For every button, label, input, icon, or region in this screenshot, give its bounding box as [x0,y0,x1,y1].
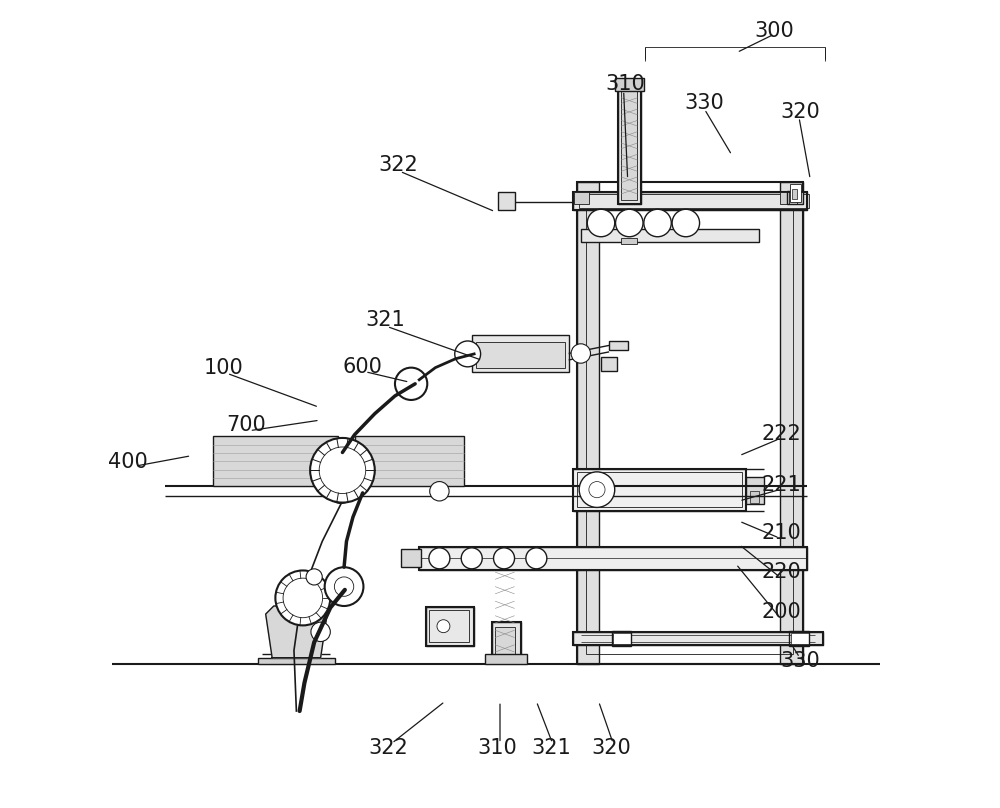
Circle shape [494,548,515,569]
Text: 321: 321 [531,739,571,758]
Circle shape [306,569,322,585]
Bar [573,192,807,210]
Bar [495,627,515,657]
Circle shape [283,579,323,617]
Text: 330: 330 [685,94,724,113]
Bar [355,436,464,486]
Text: 322: 322 [369,739,408,758]
Bar [419,547,807,570]
Bar [401,549,421,567]
Text: 320: 320 [781,102,820,121]
Bar [601,357,617,372]
Text: 300: 300 [755,21,795,40]
Text: 700: 700 [226,415,266,435]
Text: 200: 200 [761,603,801,622]
Bar [750,491,759,503]
Circle shape [526,548,547,569]
Text: 322: 322 [378,155,418,175]
Bar [609,340,628,351]
Circle shape [334,577,354,596]
Bar [573,632,823,645]
Bar [492,622,521,660]
Circle shape [672,209,700,237]
Circle shape [329,479,353,503]
Text: 100: 100 [204,358,244,377]
Text: 320: 320 [592,739,631,758]
Bar [780,182,803,664]
Bar [213,436,338,486]
Bar [573,192,807,210]
Bar [613,633,631,644]
Circle shape [429,548,450,569]
Circle shape [395,368,427,400]
Bar [792,189,797,199]
Bar [618,85,641,204]
Circle shape [311,622,330,642]
Bar [574,192,589,204]
Bar [258,658,335,664]
Circle shape [644,209,671,237]
Circle shape [455,341,481,367]
Text: 321: 321 [365,310,405,330]
Bar [586,191,793,654]
Bar [498,192,515,210]
Bar [429,610,469,642]
Bar [780,192,803,204]
Bar [621,89,637,200]
Bar [492,622,521,660]
Circle shape [430,482,449,501]
Circle shape [310,438,375,503]
Bar [577,472,742,507]
Bar [573,469,746,511]
Circle shape [616,209,643,237]
Circle shape [325,567,363,606]
Bar [577,182,599,664]
Bar [573,632,823,645]
Circle shape [319,447,366,494]
Polygon shape [266,606,327,658]
Text: 330: 330 [780,651,820,671]
Bar [577,182,599,664]
Circle shape [587,209,615,237]
Bar [472,335,569,372]
Bar [476,342,565,368]
Text: 220: 220 [761,562,801,582]
Text: 221: 221 [761,475,801,494]
Bar [780,182,803,664]
Text: 310: 310 [605,74,645,94]
Bar [615,78,644,91]
Bar [789,191,797,204]
Bar [618,85,641,204]
Circle shape [579,472,615,507]
Circle shape [275,570,330,625]
Bar [581,229,759,242]
Circle shape [437,620,450,633]
Bar [426,607,474,646]
Bar [787,191,803,204]
Bar [791,633,809,644]
Text: 210: 210 [761,524,801,543]
Bar [419,547,807,570]
Bar [577,182,803,664]
Bar [579,194,809,208]
Text: 400: 400 [108,452,148,472]
Bar [789,631,809,646]
Text: 222: 222 [761,424,801,444]
Bar [621,238,637,244]
Bar [426,607,474,646]
Bar [485,654,527,664]
Bar [612,631,631,646]
Text: 600: 600 [343,357,383,377]
Bar [790,184,801,202]
Circle shape [589,482,605,498]
Circle shape [461,548,482,569]
Bar [746,477,764,504]
Text: 310: 310 [478,739,517,758]
Bar [581,229,759,242]
Circle shape [571,344,590,364]
